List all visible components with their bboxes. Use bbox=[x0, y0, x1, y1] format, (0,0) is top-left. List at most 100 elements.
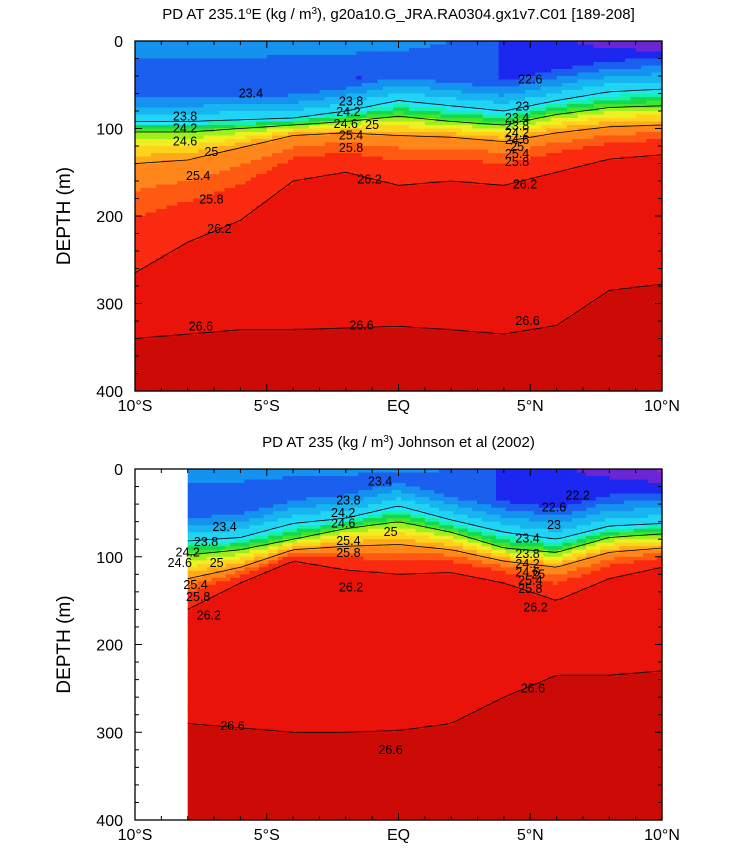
density-cell bbox=[303, 359, 310, 364]
density-cell bbox=[219, 139, 226, 144]
density-cell bbox=[235, 289, 241, 294]
density-cell bbox=[277, 118, 284, 123]
density-cell bbox=[250, 366, 257, 371]
density-cell bbox=[377, 338, 384, 343]
density-cell bbox=[187, 76, 194, 81]
density-cell bbox=[208, 184, 215, 189]
density-cell bbox=[351, 142, 357, 147]
density-cell bbox=[277, 233, 284, 238]
density-cell bbox=[319, 377, 326, 382]
density-cell bbox=[192, 314, 199, 319]
density-cell bbox=[171, 324, 178, 329]
density-cell bbox=[256, 76, 263, 81]
density-cell bbox=[182, 167, 189, 172]
density-cell bbox=[145, 258, 152, 263]
density-cell bbox=[298, 58, 305, 63]
density-cell bbox=[282, 279, 289, 284]
density-cell bbox=[272, 219, 278, 224]
density-cell bbox=[192, 216, 199, 221]
density-cell bbox=[192, 135, 199, 140]
density-cell bbox=[319, 286, 326, 291]
density-cell bbox=[261, 72, 268, 77]
density-cell bbox=[156, 233, 162, 238]
density-cell bbox=[150, 184, 157, 189]
density-cell bbox=[235, 307, 241, 312]
density-cell bbox=[298, 191, 305, 196]
density-cell bbox=[171, 254, 178, 259]
density-cell bbox=[192, 118, 199, 123]
density-cell bbox=[192, 366, 199, 371]
density-cell bbox=[187, 345, 194, 350]
density-cell bbox=[308, 69, 315, 74]
density-cell bbox=[319, 317, 326, 322]
density-cell bbox=[308, 181, 315, 186]
density-cell bbox=[135, 300, 141, 305]
density-cell bbox=[293, 139, 299, 144]
density-cell bbox=[314, 279, 321, 284]
density-cell bbox=[372, 335, 379, 340]
density-cell bbox=[351, 191, 357, 196]
density-cell bbox=[219, 72, 226, 77]
density-cell bbox=[140, 181, 147, 186]
density-cell bbox=[345, 118, 352, 123]
density-cell bbox=[208, 121, 215, 126]
density-cell bbox=[366, 321, 373, 326]
density-cell bbox=[235, 303, 241, 308]
density-cell bbox=[366, 79, 373, 84]
density-cell bbox=[177, 149, 184, 154]
density-cell bbox=[156, 359, 162, 364]
density-cell bbox=[272, 132, 278, 137]
density-cell bbox=[171, 62, 178, 67]
density-cell bbox=[140, 230, 147, 235]
density-cell bbox=[335, 181, 342, 186]
density-cell bbox=[256, 363, 263, 368]
density-cell bbox=[145, 170, 152, 175]
density-cell bbox=[272, 135, 278, 140]
density-cell bbox=[229, 160, 236, 165]
density-cell bbox=[377, 177, 384, 182]
density-cell bbox=[393, 363, 400, 368]
density-cell bbox=[145, 251, 152, 256]
density-cell bbox=[351, 125, 357, 130]
density-cell bbox=[361, 146, 368, 151]
density-cell bbox=[208, 237, 215, 242]
density-cell bbox=[214, 251, 220, 256]
density-cell bbox=[192, 380, 199, 385]
density-cell bbox=[345, 324, 352, 329]
density-cell bbox=[393, 188, 400, 193]
density-cell bbox=[135, 223, 141, 228]
density-cell bbox=[382, 128, 389, 133]
density-cell bbox=[140, 212, 147, 217]
density-cell bbox=[214, 86, 220, 91]
density-cell bbox=[340, 209, 347, 214]
density-cell bbox=[261, 293, 268, 298]
density-cell bbox=[156, 352, 162, 357]
density-cell bbox=[266, 188, 273, 193]
density-cell bbox=[303, 223, 310, 228]
density-cell bbox=[171, 328, 178, 333]
density-cell bbox=[287, 258, 294, 263]
density-cell bbox=[372, 191, 379, 196]
density-cell bbox=[161, 121, 168, 126]
density-cell bbox=[192, 125, 199, 130]
density-cell bbox=[156, 223, 162, 228]
density-cell bbox=[145, 310, 152, 315]
density-cell bbox=[203, 62, 210, 67]
density-cell bbox=[324, 90, 331, 95]
density-cell bbox=[266, 160, 273, 165]
density-cell bbox=[329, 100, 336, 105]
density-cell bbox=[393, 202, 400, 207]
density-cell bbox=[240, 310, 247, 315]
density-cell bbox=[387, 118, 394, 123]
density-cell bbox=[314, 286, 321, 291]
density-cell bbox=[224, 314, 231, 319]
density-cell bbox=[198, 111, 205, 116]
density-cell bbox=[266, 51, 273, 56]
density-cell bbox=[261, 268, 268, 273]
density-cell bbox=[214, 289, 220, 294]
density-cell bbox=[393, 300, 400, 305]
density-cell bbox=[171, 41, 178, 46]
density-cell bbox=[256, 265, 263, 270]
density-cell bbox=[208, 125, 215, 130]
density-cell bbox=[224, 69, 231, 74]
